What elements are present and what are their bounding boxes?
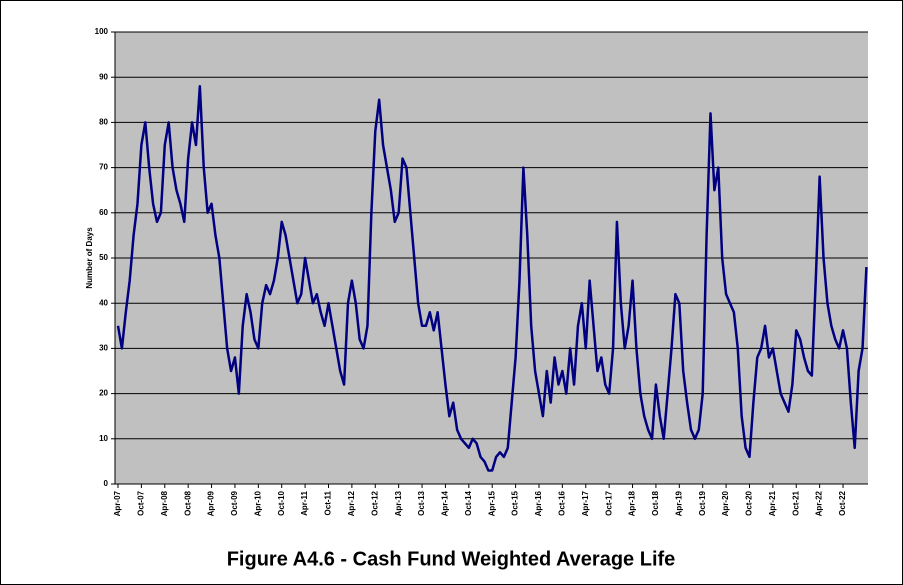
x-tick-label: Apr-07 — [113, 490, 122, 516]
x-tick-label: Oct-16 — [557, 490, 566, 515]
x-tick-label: Oct-20 — [745, 490, 754, 515]
x-tick-label: Oct-09 — [230, 490, 239, 515]
x-tick-label: Apr-21 — [768, 490, 777, 516]
x-tick-label: Oct-22 — [838, 490, 847, 515]
x-tick-label: Apr-17 — [581, 490, 590, 516]
x-tick-label: Apr-19 — [674, 490, 683, 516]
x-tick-label: Apr-20 — [721, 490, 730, 516]
x-tick-label: Apr-11 — [300, 490, 309, 515]
x-tick-label: Apr-08 — [160, 490, 169, 516]
y-tick-label: 20 — [99, 389, 108, 398]
x-tick-label: Apr-14 — [441, 490, 450, 516]
x-tick-label: Oct-21 — [791, 490, 800, 515]
y-tick-label: 70 — [99, 163, 108, 172]
x-tick-label: Oct-17 — [604, 490, 613, 515]
x-tick-label: Oct-14 — [464, 490, 473, 515]
x-tick-label: Oct-15 — [511, 490, 520, 515]
y-tick-label: 90 — [99, 72, 108, 81]
x-tick-label: Apr-15 — [487, 490, 496, 516]
x-tick-label: Oct-10 — [277, 490, 286, 515]
y-tick-label: 0 — [104, 479, 109, 488]
y-axis-label: Number of Days — [85, 227, 94, 289]
x-tick-label: Oct-11 — [324, 490, 333, 515]
y-tick-label: 50 — [99, 253, 108, 262]
y-tick-label: 60 — [99, 208, 108, 217]
x-tick-label: Oct-08 — [183, 490, 192, 515]
x-tick-label: Apr-09 — [207, 490, 216, 516]
y-tick-label: 100 — [95, 27, 109, 36]
x-tick-label: Apr-10 — [253, 490, 262, 516]
x-tick-label: Oct-18 — [651, 490, 660, 515]
x-tick-label: Oct-19 — [698, 490, 707, 515]
x-tick-label: Apr-16 — [534, 490, 543, 516]
data-line — [116, 84, 868, 472]
x-tick-label: Apr-12 — [347, 490, 356, 516]
y-tick-label: 80 — [99, 118, 108, 127]
chart-title: Figure A4.6 - Cash Fund Weighted Average… — [227, 548, 676, 570]
x-tick-label: Oct-13 — [417, 490, 426, 515]
y-tick-label: 10 — [99, 434, 108, 443]
x-tick-label: Apr-18 — [628, 490, 637, 516]
x-tick-label: Oct-07 — [136, 490, 145, 515]
x-tick-label: Apr-22 — [815, 490, 824, 516]
x-tick-label: Apr-13 — [394, 490, 403, 516]
y-tick-label: 40 — [99, 298, 108, 307]
y-tick-label: 30 — [99, 344, 108, 353]
x-tick-label: Oct-12 — [370, 490, 379, 515]
